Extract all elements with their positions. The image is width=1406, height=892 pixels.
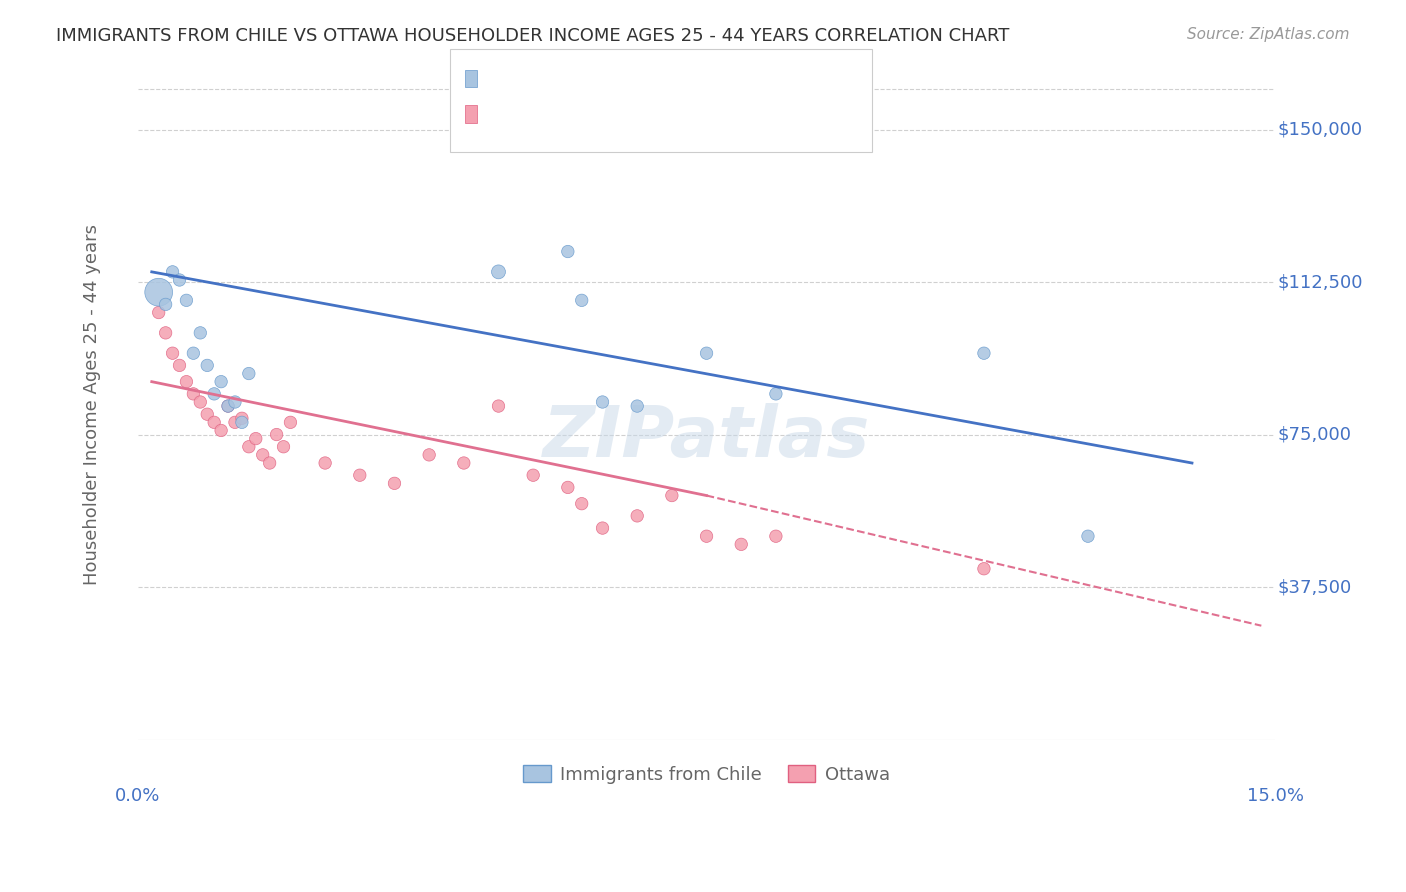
Point [453, 456, 475, 470]
Point [224, 415, 246, 429]
Text: R =: R = [482, 104, 519, 122]
Point [1077, 529, 1099, 543]
Point [384, 476, 406, 491]
Point [557, 244, 579, 259]
Point [765, 387, 787, 401]
Point [162, 346, 184, 360]
Point [162, 265, 184, 279]
Point [231, 411, 253, 425]
Point [148, 285, 170, 300]
Text: -0.433: -0.433 [520, 104, 579, 122]
Point [155, 297, 177, 311]
Text: $112,500: $112,500 [1278, 273, 1362, 291]
Text: N =: N = [574, 104, 610, 122]
Point [209, 375, 232, 389]
Point [183, 346, 205, 360]
Point [183, 387, 205, 401]
Text: 0.0%: 0.0% [115, 787, 160, 805]
Text: $75,000: $75,000 [1278, 425, 1351, 443]
Point [252, 448, 274, 462]
Point [266, 427, 288, 442]
Text: ZIPatlas: ZIPatlas [543, 403, 870, 472]
Point [155, 326, 177, 340]
Text: N =: N = [574, 69, 610, 87]
Point [696, 346, 718, 360]
Point [169, 359, 191, 373]
Point [349, 468, 371, 483]
Point [176, 293, 198, 308]
Point [148, 305, 170, 319]
Point [488, 265, 510, 279]
Point [224, 395, 246, 409]
Point [314, 456, 336, 470]
Point [730, 537, 752, 551]
Point [418, 448, 440, 462]
Text: Source: ZipAtlas.com: Source: ZipAtlas.com [1187, 27, 1350, 42]
Point [280, 415, 302, 429]
Point [238, 440, 260, 454]
Point [188, 326, 211, 340]
Text: 15.0%: 15.0% [1247, 787, 1303, 805]
Point [571, 497, 593, 511]
Text: $150,000: $150,000 [1278, 120, 1362, 138]
Point [592, 395, 614, 409]
Point [488, 399, 510, 413]
Legend: Immigrants from Chile, Ottawa: Immigrants from Chile, Ottawa [516, 758, 897, 791]
Point [661, 489, 683, 503]
Point [238, 367, 260, 381]
Point [176, 375, 198, 389]
Point [202, 415, 225, 429]
Point [696, 529, 718, 543]
Point [217, 399, 239, 413]
Point [626, 508, 648, 523]
Text: $37,500: $37,500 [1278, 578, 1351, 596]
Point [188, 395, 211, 409]
Point [209, 424, 232, 438]
Text: 23: 23 [605, 69, 628, 87]
Point [231, 415, 253, 429]
Point [571, 293, 593, 308]
Point [557, 480, 579, 494]
Point [217, 399, 239, 413]
Point [522, 468, 544, 483]
Point [592, 521, 614, 535]
Text: IMMIGRANTS FROM CHILE VS OTTAWA HOUSEHOLDER INCOME AGES 25 - 44 YEARS CORRELATIO: IMMIGRANTS FROM CHILE VS OTTAWA HOUSEHOL… [56, 27, 1010, 45]
Point [169, 273, 191, 287]
Text: 36: 36 [605, 104, 627, 122]
Point [273, 440, 295, 454]
Point [973, 346, 995, 360]
Point [195, 407, 218, 421]
Text: R =: R = [482, 69, 519, 87]
Point [259, 456, 281, 470]
Point [973, 562, 995, 576]
Point [765, 529, 787, 543]
Point [195, 359, 218, 373]
Point [626, 399, 648, 413]
Point [202, 387, 225, 401]
Text: -0.438: -0.438 [520, 69, 579, 87]
Point [245, 432, 267, 446]
Text: Householder Income Ages 25 - 44 years: Householder Income Ages 25 - 44 years [83, 224, 101, 584]
